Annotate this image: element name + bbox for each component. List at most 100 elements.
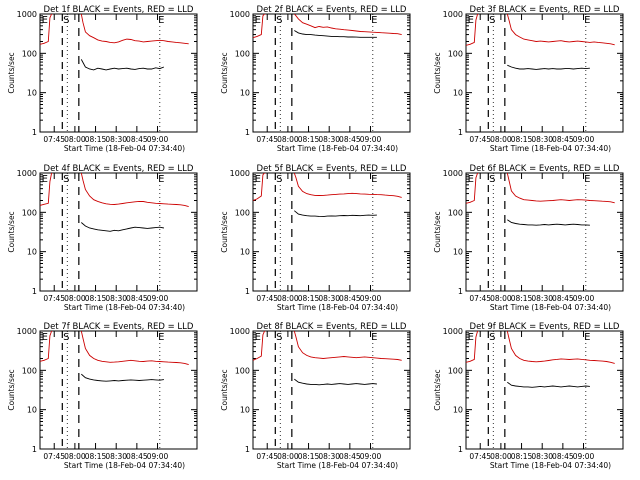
- x-tick-label: 08:15: [85, 135, 107, 144]
- y-axis-label: Counts/sec: [433, 369, 442, 410]
- x-tick-label: 08:45: [339, 135, 361, 144]
- y-tick-label: 1: [458, 287, 463, 296]
- lld-series-line: [253, 331, 266, 361]
- x-tick-label: 09:00: [360, 294, 382, 303]
- x-tick-label: 08:00: [277, 452, 299, 461]
- x-tick-label: 08:45: [126, 452, 148, 461]
- x-tick-label: 09:00: [573, 452, 595, 461]
- events-series-line: [80, 59, 165, 71]
- marker-label: E: [255, 174, 261, 185]
- y-tick-label: 1: [32, 287, 37, 296]
- y-tick-label: 1000: [17, 169, 37, 178]
- x-tick-label: 08:15: [298, 294, 320, 303]
- events-series-line: [507, 64, 590, 70]
- chart-title: Det 1f BLACK = Events, RED = LLD: [44, 5, 194, 15]
- chart-title: Det 9f BLACK = Events, RED = LLD: [470, 322, 620, 332]
- plot-frame: [465, 13, 624, 133]
- marker-label: E: [255, 332, 261, 343]
- marker-label: E: [584, 332, 590, 343]
- marker-label: E: [158, 174, 164, 185]
- lld-series-line: [40, 173, 53, 206]
- marker-label: E: [255, 15, 261, 26]
- chart-panel: Det 7f BLACK = Events, RED = LLD 1 10 100 10…: [7, 322, 198, 470]
- y-tick-label: 100: [235, 208, 250, 217]
- x-axis-label: Start Time (18-Feb-04 07:34:40): [277, 461, 398, 470]
- lld-series-line: [293, 14, 402, 36]
- lld-series-line: [293, 331, 402, 361]
- chart-panel: Det 5f BLACK = Events, RED = LLD 1 10 100 10…: [220, 164, 411, 312]
- marker-label: S: [276, 332, 282, 343]
- chart-title: Det 5f BLACK = Events, RED = LLD: [257, 164, 407, 174]
- x-axis-label: Start Time (18-Feb-04 07:34:40): [490, 144, 611, 153]
- x-axis-label: Start Time (18-Feb-04 07:34:40): [490, 303, 611, 312]
- lld-series-line: [506, 14, 615, 46]
- chart-title: Det 3f BLACK = Events, RED = LLD: [470, 5, 620, 15]
- lld-series-line: [506, 173, 615, 204]
- x-tick-label: 08:15: [511, 135, 533, 144]
- x-tick-label: 08:30: [531, 294, 553, 303]
- x-tick-label: 07:45: [469, 294, 491, 303]
- plot-frame: [465, 330, 624, 450]
- x-tick-label: 08:15: [511, 294, 533, 303]
- x-tick-label: 08:15: [298, 135, 320, 144]
- chart-panel: Det 1f BLACK = Events, RED = LLD 1 10 100 10…: [7, 5, 198, 153]
- x-tick-label: 07:45: [256, 294, 278, 303]
- x-tick-label: 07:45: [469, 135, 491, 144]
- marker-label: S: [276, 174, 282, 185]
- y-tick-label: 100: [448, 208, 463, 217]
- x-tick-label: 08:15: [511, 452, 533, 461]
- marker-label: S: [63, 15, 69, 26]
- x-tick-label: 08:30: [531, 135, 553, 144]
- plot-frame: [39, 13, 198, 133]
- x-tick-label: 08:45: [339, 294, 361, 303]
- marker-label: S: [489, 332, 495, 343]
- lld-series-line: [40, 331, 53, 362]
- x-tick-label: 07:45: [469, 452, 491, 461]
- y-tick-label: 10: [240, 248, 250, 257]
- chart-panel: Det 4f BLACK = Events, RED = LLD 1 10 100 10…: [7, 164, 198, 312]
- x-tick-label: 08:00: [490, 135, 512, 144]
- x-tick-label: 08:00: [64, 294, 86, 303]
- events-series-line: [294, 210, 377, 218]
- y-tick-label: 10: [240, 89, 250, 98]
- x-axis-label: Start Time (18-Feb-04 07:34:40): [64, 461, 185, 470]
- y-axis-label: Counts/sec: [433, 211, 442, 252]
- x-tick-label: 07:45: [43, 135, 65, 144]
- y-tick-label: 1000: [17, 10, 37, 19]
- marker-label: E: [158, 332, 164, 343]
- lld-series-line: [253, 173, 266, 201]
- x-tick-label: 08:00: [277, 135, 299, 144]
- events-series-line: [81, 373, 164, 382]
- y-axis-label: Counts/sec: [7, 211, 16, 252]
- y-tick-label: 10: [453, 248, 463, 257]
- marker-label: E: [42, 15, 48, 26]
- x-tick-label: 08:15: [85, 452, 107, 461]
- chart-panel: Det 9f BLACK = Events, RED = LLD 1 10 100 10…: [433, 322, 624, 470]
- x-tick-label: 09:00: [573, 135, 595, 144]
- events-series-line: [507, 381, 590, 388]
- x-tick-label: 08:00: [490, 294, 512, 303]
- chart-panel: Det 2f BLACK = Events, RED = LLD 1 10 100 10…: [220, 5, 411, 153]
- marker-label: E: [158, 15, 164, 26]
- events-series-line: [294, 30, 377, 38]
- chart-panel: Det 3f BLACK = Events, RED = LLD 1 10 100 10…: [433, 5, 624, 153]
- x-axis-label: Start Time (18-Feb-04 07:34:40): [64, 303, 185, 312]
- y-tick-label: 1000: [230, 327, 250, 336]
- marker-label: S: [276, 15, 282, 26]
- y-tick-label: 10: [27, 406, 37, 415]
- y-tick-label: 100: [448, 366, 463, 375]
- y-tick-label: 10: [240, 406, 250, 415]
- y-tick-label: 100: [235, 49, 250, 58]
- marker-label: E: [371, 15, 377, 26]
- marker-label: E: [468, 174, 474, 185]
- x-tick-label: 08:30: [318, 452, 340, 461]
- x-tick-label: 07:45: [43, 452, 65, 461]
- y-axis-label: Counts/sec: [7, 369, 16, 410]
- y-tick-label: 1: [458, 128, 463, 137]
- marker-label: E: [584, 15, 590, 26]
- x-tick-label: 07:45: [43, 294, 65, 303]
- lld-series-line: [466, 173, 479, 204]
- y-axis-label: Counts/sec: [220, 211, 229, 252]
- x-axis-label: Start Time (18-Feb-04 07:34:40): [64, 144, 185, 153]
- marker-label: E: [371, 174, 377, 185]
